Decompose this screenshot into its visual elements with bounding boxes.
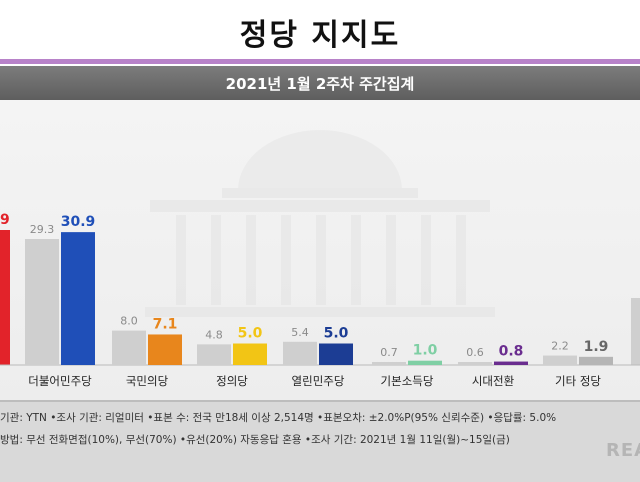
value-label-prev-0: 29.3 xyxy=(30,223,55,236)
brand-watermark: REAL xyxy=(606,440,640,461)
bar-chart: 9 29.3 30.9 더불어민주당 8.0 7.1 국민의당 4.8 5.0 정의당 5.4 5.… xyxy=(0,130,640,388)
value-label-curr-3: 5.0 xyxy=(324,326,349,342)
bar-prev-2 xyxy=(197,344,231,365)
bar-prev-0 xyxy=(25,239,59,365)
footer: 기관: YTN •조사 기관: 리얼미터 •표본 수: 전국 만18세 이상 2… xyxy=(0,400,640,482)
bar-curr-4 xyxy=(408,360,442,365)
value-label-prev-4: 0.7 xyxy=(380,346,398,359)
value-label-prev-6: 2.2 xyxy=(551,340,569,353)
bar-prev-1 xyxy=(112,330,146,365)
bars-layer: 29.3 30.9 더불어민주당 8.0 7.1 국민의당 4.8 5.0 정의당 5.4 5.0 열… xyxy=(25,214,613,388)
category-label-2: 정의당 xyxy=(216,374,248,388)
bar-curr-5 xyxy=(494,361,528,365)
bar-curr-6 xyxy=(579,356,613,365)
category-label-1: 국민의당 xyxy=(126,374,169,388)
category-label-6: 기타 정당 xyxy=(555,374,601,388)
value-label-prev-3: 5.4 xyxy=(291,326,309,339)
assembly-building-watermark xyxy=(145,130,495,317)
category-label-0: 더불어민주당 xyxy=(28,374,92,388)
bar-curr-1 xyxy=(148,334,182,365)
category-label-3: 열린민주당 xyxy=(292,374,345,388)
bar-prev-3 xyxy=(283,341,317,365)
bar-prev-5 xyxy=(458,362,492,365)
accent-divider xyxy=(0,59,640,64)
value-label-prev-2: 4.8 xyxy=(205,328,223,341)
footer-line-1: 기관: YTN •조사 기관: 리얼미터 •표본 수: 전국 만18세 이상 2… xyxy=(0,412,557,424)
value-label-curr-2: 5.0 xyxy=(238,326,263,342)
category-label-4: 기본소득당 xyxy=(381,374,434,388)
bar-prev-4 xyxy=(372,361,406,365)
bar-curr-2 xyxy=(233,343,267,365)
title-bar xyxy=(0,0,640,58)
subtitle-bar xyxy=(0,66,640,100)
value-label-prev-5: 0.6 xyxy=(466,346,484,359)
footer-line-2: 방법: 무선 전화면접(10%), 무선(70%) •유선(20%) 자동응답 … xyxy=(0,434,510,446)
value-label-curr-5: 0.8 xyxy=(499,344,524,360)
value-label-curr-0: 30.9 xyxy=(61,214,96,230)
chart-area: 9 29.3 30.9 더불어민주당 8.0 7.1 국민의당 4.8 5.0 정의당 5.4 5.… xyxy=(0,100,640,400)
partial-left-bar xyxy=(0,230,10,365)
category-label-5: 시대전환 xyxy=(472,374,515,388)
value-label-curr-6: 1.9 xyxy=(584,339,609,355)
partial-right-bar xyxy=(631,298,640,365)
value-label-curr-1: 7.1 xyxy=(153,316,178,332)
partial-left-value-label: 9 xyxy=(0,212,10,228)
chart-title: 정당 지지도 xyxy=(239,18,401,53)
chart-subtitle: 2021년 1월 2주차 주간집계 xyxy=(225,75,415,93)
bar-curr-0 xyxy=(61,232,95,365)
value-label-curr-4: 1.0 xyxy=(413,343,438,359)
bar-curr-3 xyxy=(319,343,353,365)
bar-prev-6 xyxy=(543,355,577,365)
value-label-prev-1: 8.0 xyxy=(120,315,138,328)
